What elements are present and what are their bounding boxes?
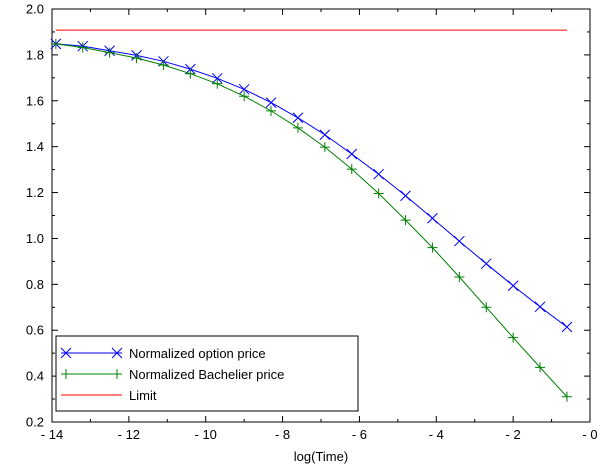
y-tick-label: 0.4 bbox=[26, 369, 44, 384]
data-point bbox=[535, 362, 546, 373]
legend-label: Normalized Bachelier price bbox=[129, 367, 284, 382]
data-point bbox=[508, 332, 519, 343]
legend-marker bbox=[60, 347, 72, 359]
legend: Normalized option price Normalized Bachel… bbox=[55, 335, 359, 412]
data-point bbox=[77, 42, 88, 53]
legend-item: Limit bbox=[61, 388, 157, 403]
data-point bbox=[480, 258, 492, 270]
legend-marker bbox=[112, 369, 122, 379]
data-point bbox=[319, 142, 330, 153]
data-point bbox=[454, 271, 465, 282]
y-tick-label: 1.8 bbox=[26, 47, 44, 62]
y-tick-label: 1.4 bbox=[26, 139, 44, 154]
legend-item: Normalized Bachelier price bbox=[61, 367, 284, 382]
legend-label: Limit bbox=[129, 388, 157, 403]
data-point bbox=[373, 168, 384, 180]
data-point bbox=[238, 83, 250, 95]
data-point bbox=[239, 91, 250, 102]
series-line bbox=[55, 43, 568, 328]
y-tick-label: 1.0 bbox=[26, 231, 44, 246]
series-line bbox=[55, 43, 568, 398]
x-tick-label: - 10 bbox=[195, 427, 217, 442]
y-tick-label: 1.2 bbox=[26, 185, 44, 200]
data-point bbox=[427, 242, 438, 253]
data-point bbox=[292, 112, 304, 124]
data-point bbox=[561, 321, 573, 333]
x-tick-label: - 12 bbox=[118, 427, 140, 442]
x-tick-label: - 14 bbox=[41, 427, 63, 442]
y-tick-label: 1.6 bbox=[26, 93, 44, 108]
data-point bbox=[481, 302, 492, 313]
data-point bbox=[265, 97, 277, 108]
data-point bbox=[212, 78, 223, 89]
x-tick-label: - 4 bbox=[429, 427, 444, 442]
x-tick-label: - 6 bbox=[352, 427, 367, 442]
y-tick-label: 0.6 bbox=[26, 323, 44, 338]
data-point bbox=[131, 53, 142, 64]
data-point bbox=[185, 68, 196, 79]
legend-item: Normalized option price bbox=[60, 346, 266, 361]
data-point bbox=[534, 301, 546, 313]
axis-ticks bbox=[51, 8, 591, 423]
legend-marker bbox=[61, 369, 71, 379]
data-point bbox=[346, 148, 358, 160]
series-1 bbox=[50, 38, 572, 402]
y-tick-label: 0.8 bbox=[26, 277, 44, 292]
series-0 bbox=[50, 38, 573, 333]
x-tick-label: - 8 bbox=[275, 427, 290, 442]
data-point bbox=[453, 235, 465, 247]
data-point bbox=[373, 188, 384, 199]
tick-labels: - 14 - 12 - 10 - 8 - 6 - 4 - 2 - 0 0.2 0.4 0.6 0.8 1… bbox=[26, 2, 598, 443]
data-point bbox=[319, 129, 331, 141]
legend-marker bbox=[111, 347, 123, 359]
data-point bbox=[400, 215, 411, 226]
data-point bbox=[507, 280, 519, 292]
data-point bbox=[427, 212, 438, 224]
series-layer bbox=[50, 29, 573, 402]
x-tick-label: - 0 bbox=[582, 427, 597, 442]
data-point bbox=[400, 190, 411, 202]
data-point bbox=[266, 105, 277, 116]
x-tick-label: - 2 bbox=[506, 427, 521, 442]
legend-label: Normalized option price bbox=[129, 346, 266, 361]
data-point bbox=[158, 59, 169, 70]
y-tick-label: 2.0 bbox=[26, 2, 44, 17]
data-point bbox=[211, 72, 223, 84]
y-tick-label: 0.2 bbox=[26, 415, 44, 430]
x-axis-title: log(Time) bbox=[294, 449, 348, 464]
data-point bbox=[50, 38, 61, 49]
data-point bbox=[346, 164, 357, 175]
data-point bbox=[292, 122, 303, 133]
data-point bbox=[104, 47, 115, 58]
data-point bbox=[561, 391, 572, 402]
